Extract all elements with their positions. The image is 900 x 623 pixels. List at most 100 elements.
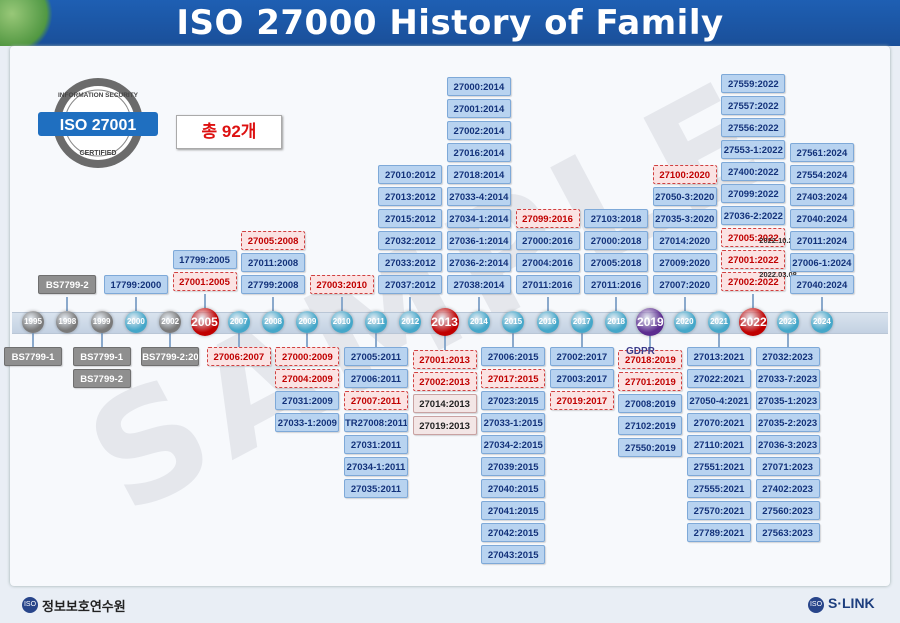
standard-box: 27400:2022: [721, 162, 786, 181]
standard-box: 27036-2:2022: [721, 206, 786, 225]
year-circle: 2019: [636, 308, 665, 336]
standard-box: 27035-1:2023: [755, 391, 820, 410]
gdpr-label: GDPR: [626, 346, 655, 357]
standard-box: 27005:2022: [721, 228, 786, 247]
standard-box: 27041:2015: [481, 501, 546, 520]
year-circle: 2010: [330, 311, 353, 333]
standard-box: 27040:2024: [789, 209, 854, 228]
date-note: 2022.03.08: [759, 270, 797, 279]
header-bar: ISO 27000 History of Family: [0, 0, 900, 46]
standard-box: 27000:2018: [584, 231, 649, 250]
standard-box: BS7799-1: [4, 347, 62, 366]
standard-box: 27031:2011: [344, 435, 408, 454]
year-circle: 2021: [708, 311, 730, 333]
standard-box: 27110:2021: [687, 435, 751, 454]
standard-box: 27011:2024: [789, 231, 854, 250]
standard-box: 27002:2017: [549, 347, 614, 366]
standard-box: 27011:2008: [241, 253, 306, 272]
year-circle: 1995: [22, 311, 44, 333]
year-circle: 1999: [90, 311, 113, 333]
standard-box: 27015:2012: [378, 209, 443, 228]
standard-box: 27033-7:2023: [755, 369, 820, 388]
standard-box: 27003:2017: [549, 369, 614, 388]
standard-box: 27033-4:2014: [446, 187, 511, 206]
standard-box: 27050-4:2021: [687, 391, 751, 410]
standard-box: 27035-3:2020: [652, 209, 717, 228]
standard-box: 27005:2018: [584, 253, 649, 272]
year-connector: [443, 336, 446, 350]
year-connector: [306, 333, 309, 347]
standard-box: 27005:2008: [241, 231, 306, 250]
year-connector: [546, 297, 549, 311]
standard-box: 27013:2012: [378, 187, 443, 206]
standard-box: 27022:2021: [687, 369, 751, 388]
standard-box: 27032:2023: [755, 347, 820, 366]
year-connector: [375, 333, 377, 347]
standard-box: 27557:2022: [721, 96, 786, 115]
total-count-box: 총 92개: [176, 115, 282, 149]
standard-box: 27034-2:2015: [481, 435, 546, 454]
standard-box: 27007:2011: [344, 391, 408, 410]
standard-box: 27014:2013: [412, 394, 477, 413]
standard-box: 27011:2016: [584, 275, 649, 294]
year-circle: 2017: [570, 311, 593, 333]
iso-badge: INFORMATION SECURITY ISO 27001 CERTIFIED: [38, 78, 158, 168]
standard-box: 27038:2014: [446, 275, 511, 294]
standard-box: 27006-1:2024: [789, 253, 854, 272]
standard-box: 27035:2011: [344, 479, 408, 498]
standard-box: 27008:2019: [618, 394, 683, 413]
badge-top-text: INFORMATION SECURITY: [58, 92, 139, 99]
standard-box: 27014:2020: [652, 231, 717, 250]
year-circle: 2014: [467, 311, 490, 333]
standard-box: 27000:2016: [515, 231, 580, 250]
year-circle: 2005: [190, 308, 219, 336]
standard-box: 27559:2022: [721, 74, 786, 93]
standard-box: 27000:2014: [446, 77, 511, 96]
year-connector: [512, 333, 515, 347]
year-circle: 2016: [536, 311, 559, 333]
year-circle: 2020: [673, 311, 696, 333]
standard-box: 27036-1:2014: [446, 231, 511, 250]
year-connector: [237, 333, 240, 347]
footer-org: 정보보호연수원: [42, 599, 126, 614]
standard-box: 27016:2014: [446, 143, 511, 162]
year-circle: 2002: [159, 311, 182, 333]
standard-box: 27071:2023: [755, 457, 820, 476]
standard-box: 27799:2008: [241, 275, 306, 294]
year-circle: 2007: [227, 311, 250, 333]
standard-box: 27031:2009: [275, 391, 340, 410]
date-note: 2022.10.26: [759, 236, 797, 245]
year-connector: [134, 297, 137, 311]
year-circle: 2011: [365, 311, 387, 333]
standard-box: 27002:2022: [721, 272, 786, 291]
year-circle: 2012: [399, 311, 422, 333]
standard-box: 27019:2017: [549, 391, 614, 410]
year-connector: [477, 297, 480, 311]
year-connector: [203, 294, 206, 308]
year-connector: [66, 297, 69, 311]
standard-box: 27403:2024: [789, 187, 854, 206]
standard-box: 27570:2021: [687, 501, 751, 520]
standard-box: 27018:2019: [618, 350, 683, 369]
standard-box: 27005:2011: [344, 347, 408, 366]
standard-box: 27555:2021: [687, 479, 751, 498]
standard-box: 27000:2009: [275, 347, 340, 366]
standard-box: 27561:2024: [789, 143, 854, 162]
standard-box: 27001:2022: [721, 250, 786, 269]
standard-box: 27100:2020: [652, 165, 717, 184]
year-connector: [649, 336, 652, 350]
standard-box: 27007:2020: [652, 275, 717, 294]
standard-box: 27033-1:2009: [275, 413, 340, 432]
badge-main-text: ISO 27001: [60, 117, 137, 134]
year-circle: 2023: [776, 311, 799, 333]
standard-box: 27553-1:2022: [721, 140, 786, 159]
brand-logo-icon: ISO: [808, 597, 824, 613]
year-circle: 1998: [56, 311, 79, 333]
standard-box: 27042:2015: [481, 523, 546, 542]
year-circle: 2024: [810, 311, 833, 333]
standard-box: 27033-1:2015: [481, 413, 546, 432]
standard-box: 27003:2010: [309, 275, 374, 294]
standard-box: 27789:2021: [687, 523, 751, 542]
standard-box: 27001:2013: [412, 350, 477, 369]
standard-box: BS7799-1: [72, 347, 131, 366]
